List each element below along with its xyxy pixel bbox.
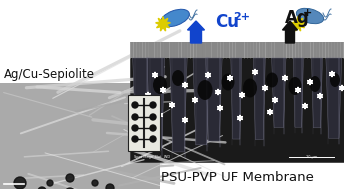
FancyBboxPatch shape: [130, 42, 344, 162]
Polygon shape: [215, 89, 221, 95]
Polygon shape: [155, 16, 170, 31]
FancyBboxPatch shape: [0, 83, 160, 189]
Polygon shape: [312, 58, 322, 128]
Polygon shape: [340, 85, 344, 91]
Circle shape: [132, 102, 138, 108]
Polygon shape: [282, 75, 288, 81]
Text: Cu: Cu: [215, 13, 239, 31]
Polygon shape: [217, 105, 223, 111]
Polygon shape: [170, 58, 187, 152]
Polygon shape: [272, 58, 286, 128]
Polygon shape: [318, 93, 323, 99]
Polygon shape: [227, 75, 233, 81]
Circle shape: [66, 174, 74, 182]
Ellipse shape: [222, 74, 235, 91]
Circle shape: [150, 136, 156, 142]
Polygon shape: [160, 87, 165, 93]
Circle shape: [150, 125, 156, 131]
Ellipse shape: [310, 76, 321, 92]
Polygon shape: [308, 79, 313, 85]
Polygon shape: [192, 97, 197, 103]
Polygon shape: [267, 109, 272, 115]
Circle shape: [65, 188, 75, 189]
Text: Spot Magn  Det  WD: Spot Magn Det WD: [134, 155, 170, 159]
FancyBboxPatch shape: [130, 42, 344, 58]
Polygon shape: [239, 92, 245, 98]
Polygon shape: [291, 16, 305, 31]
Circle shape: [38, 187, 46, 189]
Text: Ag/Cu-Sepiolite: Ag/Cu-Sepiolite: [4, 68, 95, 81]
Polygon shape: [169, 102, 175, 108]
Polygon shape: [330, 71, 335, 77]
Text: PSU-PVP UF Membrane: PSU-PVP UF Membrane: [161, 171, 313, 184]
Polygon shape: [182, 82, 187, 88]
FancyArrow shape: [282, 21, 298, 43]
Text: 2+: 2+: [233, 12, 250, 22]
Polygon shape: [152, 72, 158, 78]
Polygon shape: [237, 115, 243, 121]
Polygon shape: [205, 72, 211, 78]
Circle shape: [132, 114, 138, 120]
Ellipse shape: [197, 80, 213, 100]
Circle shape: [92, 180, 98, 186]
Polygon shape: [193, 58, 209, 145]
Polygon shape: [252, 69, 258, 75]
Polygon shape: [253, 58, 265, 139]
Polygon shape: [293, 58, 303, 127]
Polygon shape: [158, 112, 163, 118]
Circle shape: [47, 180, 53, 186]
Ellipse shape: [330, 73, 340, 87]
Polygon shape: [147, 58, 165, 150]
FancyArrow shape: [187, 21, 204, 43]
Polygon shape: [302, 103, 308, 109]
Circle shape: [150, 102, 156, 108]
Polygon shape: [133, 58, 149, 131]
Ellipse shape: [153, 76, 167, 94]
Ellipse shape: [266, 73, 278, 88]
Polygon shape: [295, 87, 301, 93]
Ellipse shape: [243, 78, 257, 98]
Polygon shape: [206, 58, 222, 141]
Circle shape: [14, 177, 26, 189]
Polygon shape: [146, 92, 151, 98]
Circle shape: [150, 114, 156, 120]
Text: 20 μm: 20 μm: [306, 155, 318, 159]
Text: +: +: [303, 8, 312, 18]
Polygon shape: [272, 97, 278, 103]
Ellipse shape: [297, 8, 324, 24]
Polygon shape: [326, 58, 342, 138]
FancyBboxPatch shape: [128, 95, 160, 151]
Circle shape: [106, 184, 114, 189]
Text: Ag: Ag: [285, 9, 310, 27]
Polygon shape: [182, 117, 187, 123]
Circle shape: [132, 125, 138, 131]
Polygon shape: [231, 58, 242, 139]
Ellipse shape: [172, 70, 184, 86]
Circle shape: [132, 136, 138, 142]
Polygon shape: [262, 85, 268, 91]
Ellipse shape: [289, 77, 301, 95]
Ellipse shape: [161, 9, 189, 27]
